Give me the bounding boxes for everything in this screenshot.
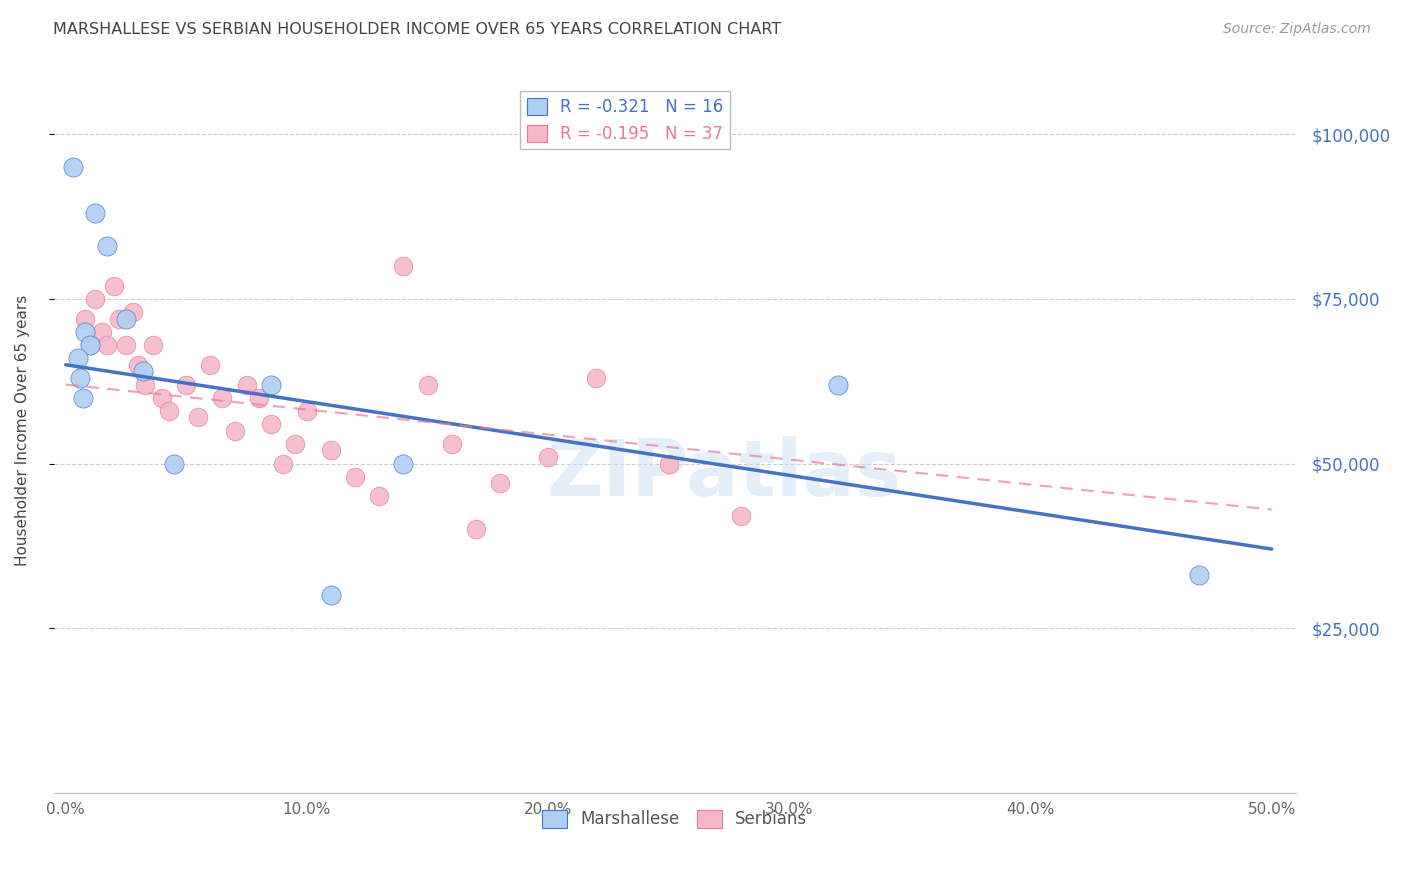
Point: [368, 490, 391, 504]
Point: [157, 404, 180, 418]
Point: [827, 377, 849, 392]
Point: [73, 311, 96, 326]
Point: [658, 457, 681, 471]
Point: [115, 338, 138, 352]
Point: [79, 338, 101, 352]
Point: [83, 206, 105, 220]
Text: ZIPatlas: ZIPatlas: [547, 436, 901, 512]
Point: [127, 358, 149, 372]
Point: [90, 325, 112, 339]
Point: [319, 443, 342, 458]
Point: [271, 457, 294, 471]
Point: [96, 239, 118, 253]
Point: [392, 457, 415, 471]
Point: [319, 588, 342, 602]
Point: [235, 377, 257, 392]
Point: [141, 338, 163, 352]
Point: [295, 404, 318, 418]
Point: [200, 358, 222, 372]
Point: [174, 377, 197, 392]
Point: [122, 305, 145, 319]
Point: [132, 364, 155, 378]
Point: [1188, 568, 1211, 582]
Point: [247, 391, 270, 405]
Point: [134, 377, 156, 392]
Point: [260, 417, 283, 431]
Point: [489, 476, 512, 491]
Point: [260, 377, 283, 392]
Point: [103, 278, 125, 293]
Point: [107, 311, 129, 326]
Point: [440, 436, 463, 450]
Point: [464, 522, 486, 536]
Point: [62, 161, 84, 175]
Point: [115, 311, 138, 326]
Point: [537, 450, 560, 464]
Point: [187, 410, 209, 425]
Point: [66, 351, 89, 366]
Point: [730, 509, 752, 524]
Point: [392, 259, 415, 273]
Point: [416, 377, 439, 392]
Point: [211, 391, 233, 405]
Point: [284, 436, 307, 450]
Point: [83, 292, 105, 306]
Text: MARSHALLESE VS SERBIAN HOUSEHOLDER INCOME OVER 65 YEARS CORRELATION CHART: MARSHALLESE VS SERBIAN HOUSEHOLDER INCOM…: [53, 22, 782, 37]
Point: [73, 325, 96, 339]
Text: Source: ZipAtlas.com: Source: ZipAtlas.com: [1223, 22, 1371, 37]
Point: [79, 338, 101, 352]
Point: [69, 371, 91, 385]
Y-axis label: Householder Income Over 65 years: Householder Income Over 65 years: [15, 295, 30, 566]
Point: [163, 457, 186, 471]
Point: [344, 469, 367, 483]
Point: [72, 391, 94, 405]
Point: [150, 391, 173, 405]
Point: [224, 424, 246, 438]
Legend: Marshallese, Serbians: Marshallese, Serbians: [536, 803, 814, 835]
Point: [585, 371, 607, 385]
Point: [96, 338, 118, 352]
